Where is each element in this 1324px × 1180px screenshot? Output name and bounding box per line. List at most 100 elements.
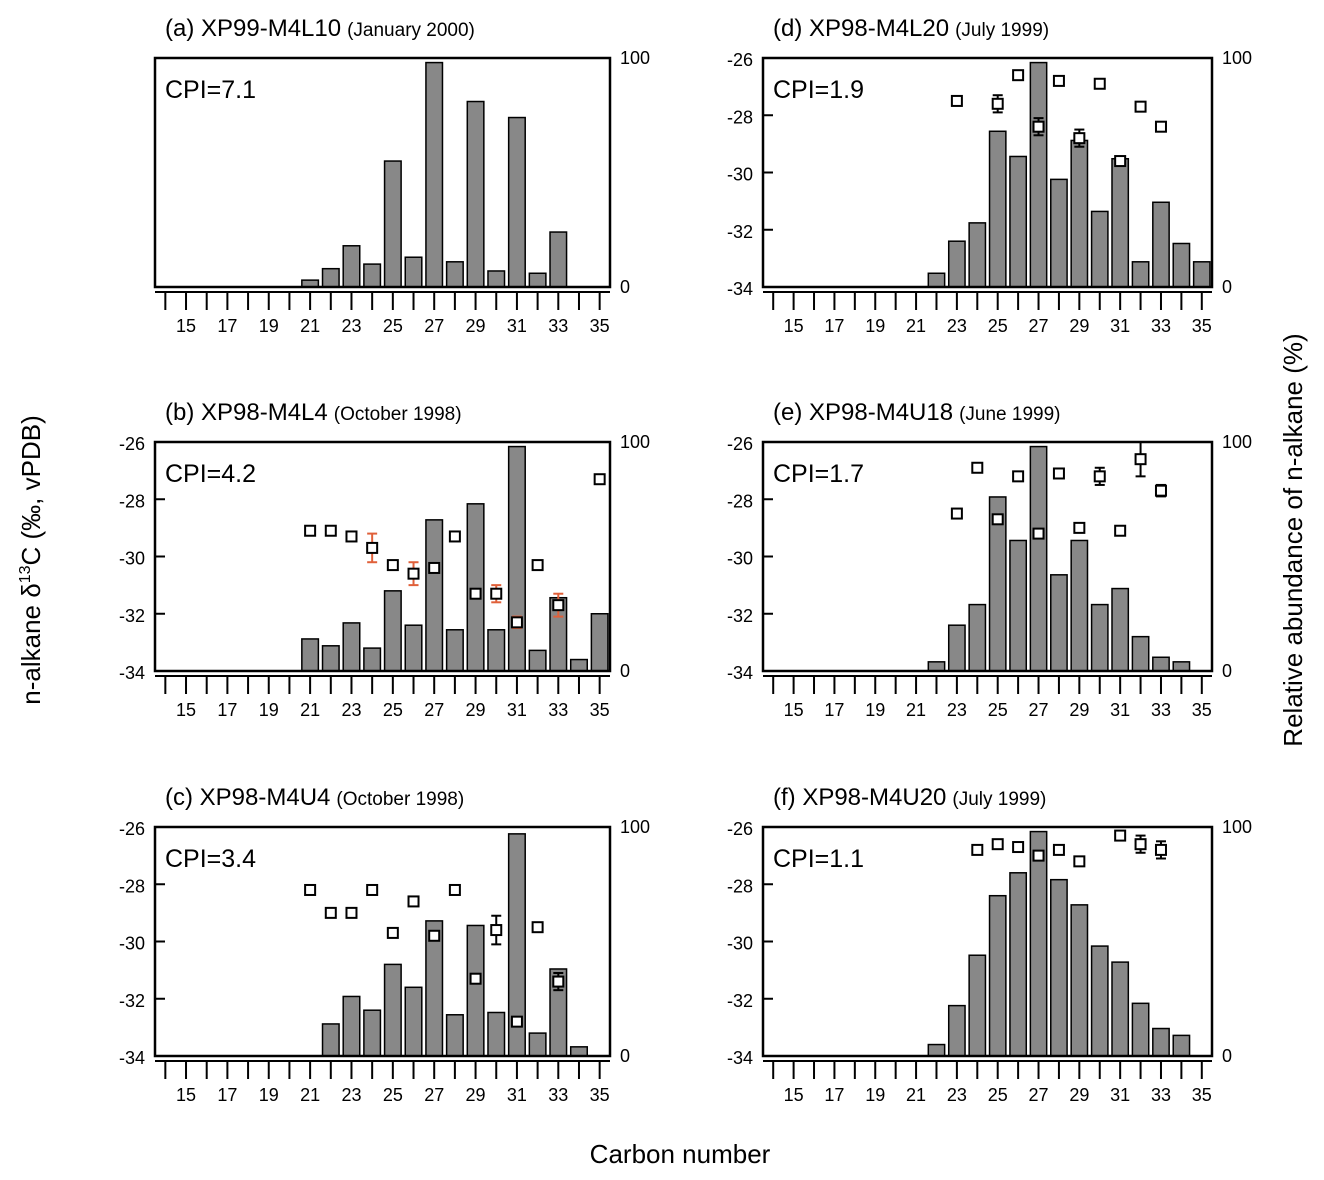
point [950, 507, 963, 520]
x-tick-label: 29 [1069, 1085, 1089, 1105]
bar [487, 270, 506, 288]
x-tick-label: 29 [466, 316, 486, 336]
cpi: CPI=7.1 [165, 76, 256, 104]
x-tick-label: 21 [300, 1085, 320, 1105]
bar [1029, 445, 1048, 672]
point [304, 524, 317, 537]
y2-tick-label: 0 [1222, 1046, 1232, 1066]
panel-title: (c) XP98-M4U4 (October 1998) [165, 784, 464, 811]
point [1093, 77, 1106, 90]
x-tick-label: 15 [784, 316, 804, 336]
point [1154, 484, 1167, 497]
panel-title: (b) XP98-M4L4 (October 1998) [165, 399, 462, 426]
y-tick-label: -34 [727, 279, 753, 299]
point [1114, 829, 1127, 842]
title-main: (b) XP98-M4L4 [165, 399, 328, 426]
point [1073, 855, 1086, 868]
title-sub: (July 1999) [955, 20, 1049, 41]
point [469, 587, 482, 600]
panel-title: (d) XP98-M4L20 (July 1999) [773, 15, 1049, 42]
panel-title: (a) XP99-M4L10 (January 2000) [165, 15, 475, 42]
point [345, 530, 358, 543]
y2-tick-label: 100 [1222, 432, 1252, 452]
y-label-part: C (‰, vPDB) [16, 415, 46, 565]
point [304, 883, 317, 896]
bar [1070, 139, 1089, 288]
bar [1152, 201, 1170, 288]
x-tick-label: 33 [548, 316, 568, 336]
plot-frame [153, 56, 612, 289]
x-tick-label: 31 [1110, 1085, 1130, 1105]
bar [549, 231, 568, 288]
x-tick-label: 17 [824, 316, 844, 336]
x-tick-label: 17 [824, 700, 844, 720]
x-tick-label: 15 [784, 700, 804, 720]
x-tick-label: 19 [865, 1085, 885, 1105]
title-main: (d) XP98-M4L20 [773, 15, 949, 42]
y-tick-label: -28 [119, 876, 145, 896]
title-sub: (October 1998) [336, 789, 464, 810]
x-tick-label: 35 [1192, 700, 1212, 720]
bar [1192, 261, 1211, 288]
y2-tick-label: 100 [1222, 48, 1252, 68]
y-tick-label: -26 [727, 434, 753, 454]
y2-tick-label: 100 [620, 432, 650, 452]
point [448, 530, 461, 543]
x-tick-label: 27 [424, 700, 444, 720]
x-tick-label: 23 [341, 1085, 361, 1105]
y-label-sup: 13 [17, 565, 34, 583]
x-tick-label: 33 [548, 1085, 568, 1105]
x-tick-label: 23 [947, 316, 967, 336]
point [971, 843, 984, 856]
y-tick-label: -32 [727, 991, 753, 1011]
bar [363, 263, 382, 288]
bar [507, 445, 526, 672]
y-tick-label: -26 [727, 50, 753, 70]
point [1052, 467, 1065, 480]
bar [1090, 945, 1109, 1057]
point [1032, 527, 1045, 540]
bar [404, 986, 423, 1057]
x-tick-label: 27 [424, 316, 444, 336]
title-sub: (January 2000) [347, 20, 475, 41]
y2-tick-label: 0 [1222, 661, 1232, 681]
point [510, 616, 523, 629]
x-tick-label: 25 [988, 700, 1008, 720]
bar [363, 1009, 382, 1057]
point [531, 559, 544, 572]
bar [1131, 635, 1150, 672]
x-tick-label: 23 [341, 700, 361, 720]
point [1134, 453, 1147, 466]
x-tick-label: 25 [988, 1085, 1008, 1105]
bar [1172, 242, 1191, 288]
bar [383, 590, 402, 672]
x-tick-label: 29 [1069, 700, 1089, 720]
y-tick-label: -32 [727, 222, 753, 242]
x-tick-label: 19 [865, 316, 885, 336]
bar [968, 222, 987, 288]
bar [988, 130, 1007, 288]
bar [425, 61, 444, 288]
bar [1090, 210, 1109, 288]
x-tick-label: 33 [1151, 316, 1171, 336]
y-tick-label: -28 [727, 491, 753, 511]
bar [487, 629, 506, 672]
x-tick-label: 21 [906, 700, 926, 720]
point [510, 1015, 523, 1028]
title-main: (c) XP98-M4U4 [165, 784, 330, 811]
point [1073, 521, 1086, 534]
bar [1050, 178, 1068, 288]
bar [1009, 872, 1028, 1057]
bar [383, 963, 402, 1057]
bar [1009, 539, 1028, 672]
point [1052, 843, 1065, 856]
y-tick-label: -32 [119, 991, 145, 1011]
bar [1111, 587, 1130, 672]
bar [445, 261, 464, 288]
bar [466, 100, 485, 288]
x-tick-label: 21 [300, 700, 320, 720]
bar [321, 1023, 340, 1057]
x-tick-label: 27 [1029, 700, 1049, 720]
title-main: (e) XP98-M4U18 [773, 399, 953, 426]
